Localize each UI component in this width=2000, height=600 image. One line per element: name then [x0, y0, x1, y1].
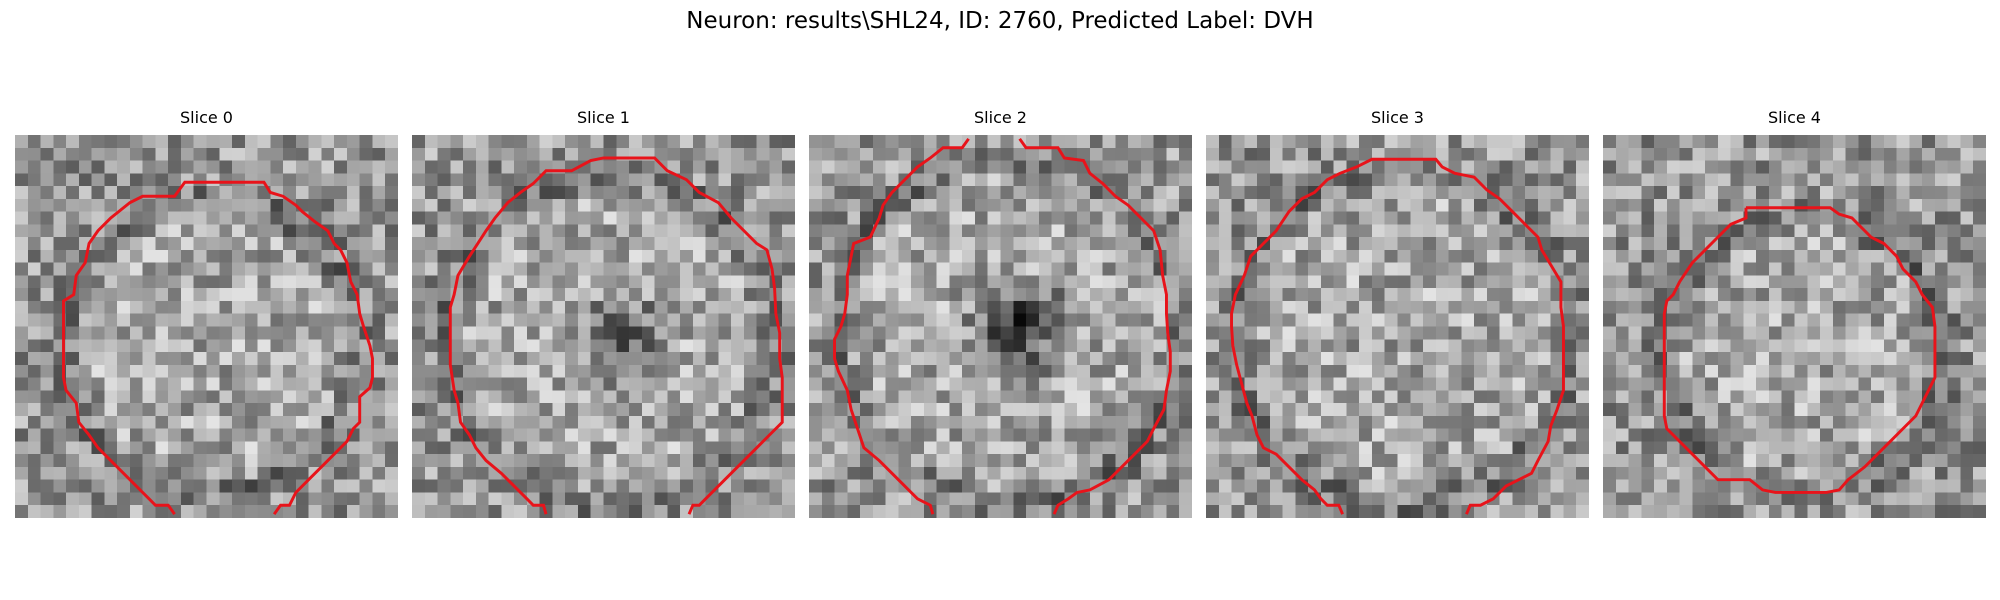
- contour-line-2b: [1018, 137, 1172, 515]
- slice-panel-2: Slice 2: [809, 108, 1192, 520]
- slice-panel-0: Slice 0: [15, 108, 398, 520]
- slice-panel-3: Slice 3: [1206, 108, 1589, 520]
- contour-line-4: [1662, 206, 1937, 494]
- contour-overlay-1: [448, 156, 784, 515]
- contour-overlay-0: [62, 180, 374, 516]
- slice-panel-4: Slice 4: [1603, 108, 1986, 520]
- slice-title-0: Slice 0: [180, 108, 233, 127]
- contour-line-3: [1230, 157, 1565, 515]
- slice-image-4: [1603, 135, 1986, 518]
- slice-title-3: Slice 3: [1371, 108, 1424, 127]
- contour-line-0: [62, 180, 374, 516]
- slice-title-4: Slice 4: [1768, 108, 1821, 127]
- slice-title-1: Slice 1: [577, 108, 630, 127]
- contour-overlay-4: [1662, 206, 1937, 494]
- contour-overlay-2: [833, 137, 1172, 515]
- contour-overlay-3: [1230, 157, 1565, 515]
- slice-image-3: [1206, 135, 1589, 518]
- figure-title: Neuron: results\SHL24, ID: 2760, Predict…: [686, 8, 1314, 34]
- slice-title-2: Slice 2: [974, 108, 1027, 127]
- contour-line-2: [833, 137, 970, 515]
- slice-image-1: [412, 135, 795, 518]
- contour-line-1: [448, 156, 784, 515]
- slice-panel-1: Slice 1: [412, 108, 795, 520]
